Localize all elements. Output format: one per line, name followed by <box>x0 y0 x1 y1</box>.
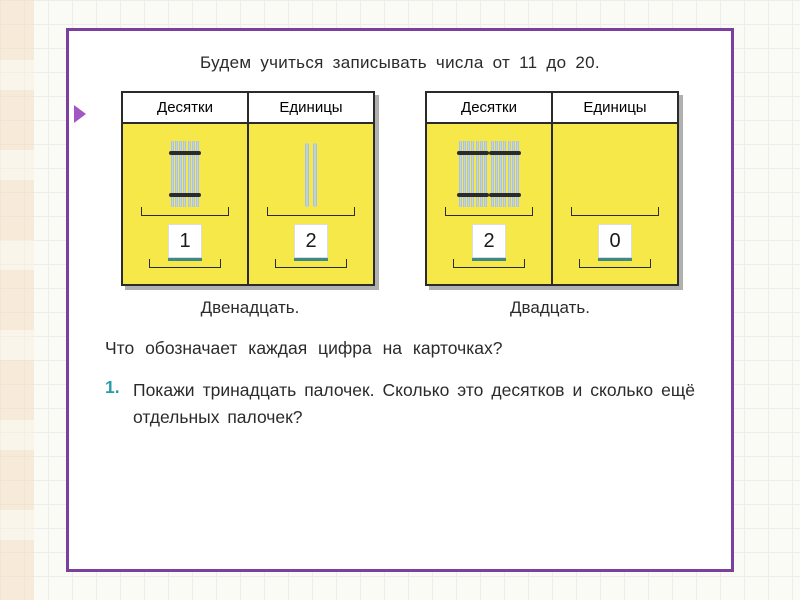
place-value-box-12: Десятки Единицы 1 2 <box>121 91 375 286</box>
box-labels-row: Двенадцать. Двадцать. <box>99 298 701 318</box>
place-value-box-20: Десятки Единицы 2 0 <box>425 91 679 286</box>
header-tens: Десятки <box>427 93 553 124</box>
digit-card-tens: 2 <box>472 224 506 261</box>
bracket-icon <box>267 207 355 216</box>
header-ones: Единицы <box>553 93 677 124</box>
box-label: Двадцать. <box>425 298 675 318</box>
bracket-icon <box>275 259 347 268</box>
tens-sticks <box>459 137 519 207</box>
content-frame: Будем учиться записывать числа от 11 до … <box>66 28 734 572</box>
task-1: 1. Покажи тринадцать палочек. Сколько эт… <box>105 377 695 431</box>
ones-sticks <box>305 137 317 207</box>
tens-sticks <box>171 137 199 207</box>
bracket-icon <box>453 259 525 268</box>
single-stick <box>305 143 309 207</box>
box-label: Двенадцать. <box>125 298 375 318</box>
ones-cell: 0 <box>553 124 677 284</box>
digit-card-ones: 0 <box>598 224 632 261</box>
single-stick <box>313 143 317 207</box>
stick-bundle <box>459 141 487 207</box>
stick-bundle <box>171 141 199 207</box>
intro-text: Будем учиться записывать числа от 11 до … <box>99 53 701 73</box>
digit-card-tens: 1 <box>168 224 202 261</box>
digit-card-ones: 2 <box>294 224 328 261</box>
place-value-boxes-row: Десятки Единицы 1 2 <box>99 91 701 286</box>
header-ones: Единицы <box>249 93 373 124</box>
header-tens: Десятки <box>123 93 249 124</box>
ones-cell: 2 <box>249 124 373 284</box>
task-number: 1. <box>105 377 123 431</box>
bracket-icon <box>141 207 229 216</box>
tens-cell: 1 <box>123 124 249 284</box>
stick-bundle <box>491 141 519 207</box>
bracket-icon <box>149 259 221 268</box>
question-text: Что обозначает каждая цифра на карточках… <box>105 338 695 359</box>
page-edge-decoration <box>0 0 34 600</box>
task-text: Покажи тринадцать палочек. Сколько это д… <box>133 377 695 431</box>
bracket-icon <box>445 207 533 216</box>
tens-cell: 2 <box>427 124 553 284</box>
pointer-icon <box>74 105 86 123</box>
bracket-icon <box>579 259 651 268</box>
bracket-icon <box>571 207 659 216</box>
